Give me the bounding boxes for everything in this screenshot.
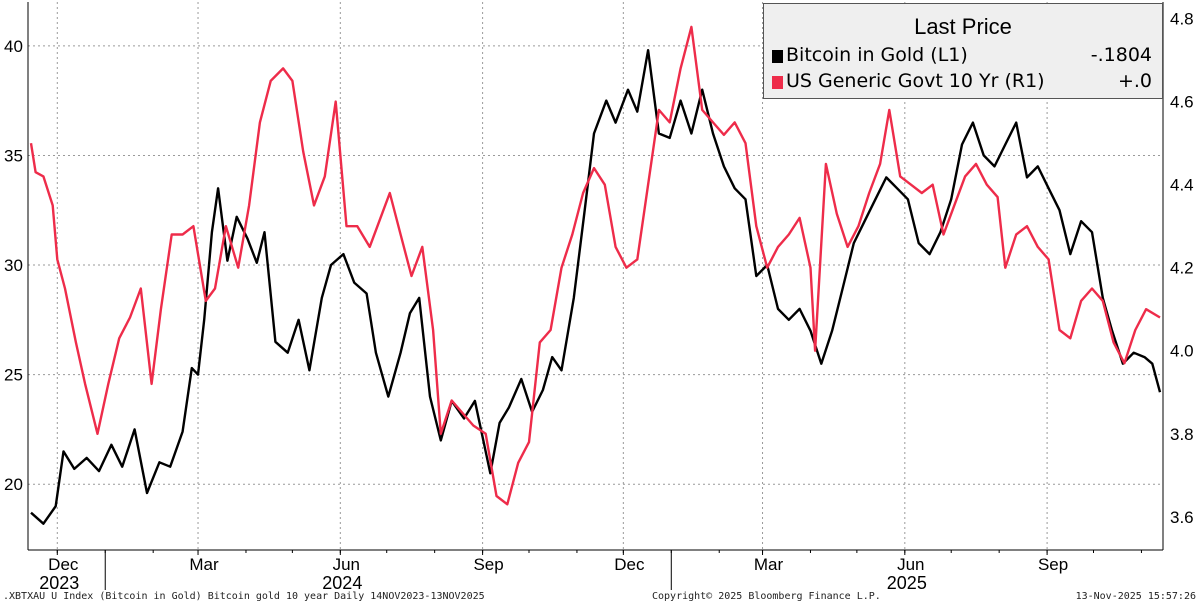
year-label: 2024 [322,573,362,593]
right-tick-label: 3.8 [1170,425,1194,444]
x-tick-label: Sep [473,555,503,574]
series-line-us-10yr [29,25,1161,506]
left-tick-label: 20 [4,475,23,494]
x-tick-label: Dec [48,555,79,574]
legend-title: Last Price [914,14,1012,39]
left-tick-label: 25 [4,366,23,385]
left-tick-label: 35 [4,146,23,165]
right-tick-label: 4.8 [1170,10,1194,29]
left-tick-label: 40 [4,37,23,56]
right-tick-label: 4.2 [1170,259,1194,278]
legend-swatch-red [772,76,783,89]
series-line-bitcoin-in-gold [30,49,1162,525]
chart-legend: Last Price Bitcoin in Gold (L1) -.1804 U… [763,3,1163,99]
right-tick-label: 3.6 [1170,508,1194,527]
chart-axes [27,2,1164,590]
legend-entry-bitcoin-in-gold: Bitcoin in Gold (L1) -.1804 [772,44,1160,70]
series-lines [29,25,1162,525]
x-tick-label: Dec [614,555,645,574]
left-tick-label: 30 [4,256,23,275]
legend-entry-us-10yr: US Generic Govt 10 Yr (R1) +.0 [772,70,1160,96]
x-tick-label: Jun [897,555,924,574]
x-tick-label: Sep [1038,555,1068,574]
year-label: 2023 [39,573,79,593]
footer-index-description: .XBTXAU U Index (Bitcoin in Gold) Bitcoi… [3,591,485,602]
legend-swatch-black [772,50,783,63]
legend-entry-value: -.1804 [1090,44,1152,66]
legend-entry-name: Bitcoin in Gold (L1) [786,44,968,66]
x-tick-label: Mar [189,555,219,574]
x-tick-label: Mar [754,555,784,574]
footer-copyright: Copyright© 2025 Bloomberg Finance L.P. [652,591,881,602]
legend-entry-value: +.0 [1117,70,1152,92]
right-tick-label: 4.4 [1170,176,1194,195]
legend-entry-name: US Generic Govt 10 Yr (R1) [786,70,1045,92]
right-tick-label: 4.0 [1170,342,1194,361]
footer-timestamp: 13-Nov-2025 15:57:26 [1075,591,1196,602]
year-label: 2025 [887,573,927,593]
right-tick-label: 4.6 [1170,93,1194,112]
x-tick-label: Jun [333,555,360,574]
